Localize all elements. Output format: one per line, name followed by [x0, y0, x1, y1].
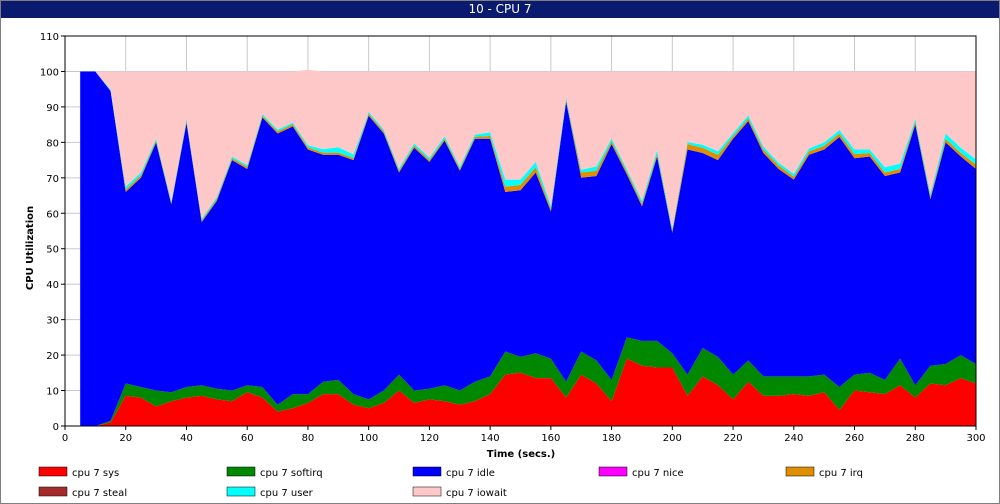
x-tick-label: 100 [359, 433, 378, 444]
x-tick-label: 300 [966, 433, 985, 444]
x-tick-label: 20 [119, 433, 132, 444]
legend-label-cpu-7-softirq: cpu 7 softirq [260, 468, 323, 479]
y-tick-label: 60 [46, 209, 59, 220]
plot-border [64, 35, 977, 427]
legend-swatch-cpu-7-irq [785, 466, 815, 477]
area-cpu-7-iowait [80, 69, 976, 229]
y-tick-label: 90 [46, 103, 59, 114]
x-axis-title: Time (secs.) [487, 449, 556, 460]
legend-label-cpu-7-irq: cpu 7 irq [819, 468, 863, 479]
legend-swatch-cpu-7-softirq [226, 466, 256, 477]
x-tick-label: 120 [420, 433, 439, 444]
y-tick-label: 30 [46, 316, 59, 327]
x-tick-label: 260 [845, 433, 864, 444]
y-tick-label: 10 [46, 387, 59, 398]
legend-swatch-cpu-7-idle [412, 466, 442, 477]
legend-swatch-cpu-7-nice [598, 466, 628, 477]
area-cpu-7-sys [80, 358, 976, 426]
legend-label-cpu-7-idle: cpu 7 idle [446, 468, 495, 479]
legend-swatch-cpu-7-steal [38, 486, 68, 497]
x-tick-label: 0 [62, 433, 68, 444]
x-tick-label: 220 [724, 433, 743, 444]
y-tick-label: 70 [46, 174, 59, 185]
legend-label-cpu-7-iowait: cpu 7 iowait [446, 488, 507, 499]
window-title: 10 - CPU 7 [1, 1, 999, 18]
legend-swatch-cpu-7-sys [38, 466, 68, 477]
x-tick-label: 40 [180, 433, 193, 444]
stacked-areas [80, 69, 976, 426]
legend-label-cpu-7-nice: cpu 7 nice [632, 468, 684, 479]
legend-label-cpu-7-sys: cpu 7 sys [72, 468, 119, 479]
x-tick-label: 140 [481, 433, 500, 444]
area-cpu-7-softirq [80, 337, 976, 426]
legend-swatch-cpu-7-iowait [412, 486, 442, 497]
y-tick-label: 40 [46, 280, 59, 291]
y-tick-label: 100 [40, 67, 59, 78]
x-tick-label: 180 [602, 433, 621, 444]
y-tick-label: 110 [40, 32, 59, 43]
y-tick-label: 50 [46, 245, 59, 256]
y-tick-label: 80 [46, 138, 59, 149]
x-tick-label: 80 [302, 433, 315, 444]
x-tick-label: 280 [906, 433, 925, 444]
legend-label-cpu-7-user: cpu 7 user [260, 488, 314, 499]
x-tick-label: 160 [541, 433, 560, 444]
x-tick-label: 200 [663, 433, 682, 444]
legend-swatch-cpu-7-user [226, 486, 256, 497]
x-tick-label: 60 [241, 433, 254, 444]
area-cpu-7-idle [80, 71, 976, 426]
legend: cpu 7 sys cpu 7 softirq cpu 7 idle cpu 7 ni… [38, 466, 863, 499]
x-tick-label: 240 [784, 433, 803, 444]
y-tick-label: 20 [46, 351, 59, 362]
axes: 0 20 40 60 80 100 120 140 160 180 200 220 240 260 280 3… [40, 32, 986, 444]
y-axis-title: CPU Utilization [25, 206, 36, 290]
legend-label-cpu-7-steal: cpu 7 steal [72, 488, 127, 499]
y-tick-label: 0 [53, 422, 59, 433]
